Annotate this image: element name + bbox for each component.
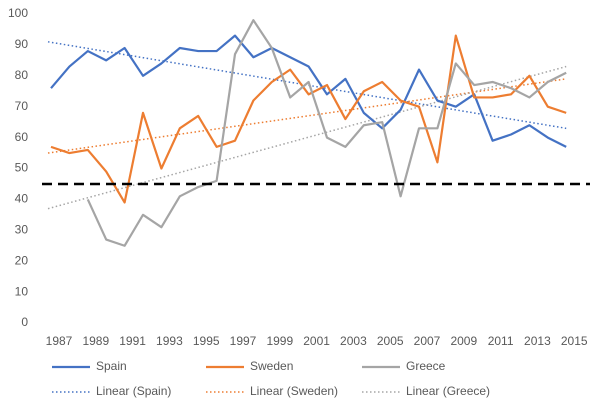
series-line — [50, 34, 567, 148]
x-tick-label: 1989 — [82, 334, 109, 348]
x-tick-label: 1993 — [156, 334, 183, 348]
x-tick-label: 2015 — [561, 334, 588, 348]
y-tick-label: 70 — [15, 99, 29, 113]
y-tick-label: 0 — [21, 315, 28, 329]
x-tick-label: 2005 — [377, 334, 404, 348]
legend-label: Greece — [406, 359, 446, 373]
trendline — [47, 78, 567, 154]
legend-label: Spain — [96, 359, 127, 373]
y-tick-label: 10 — [15, 284, 29, 298]
y-tick-label: 40 — [15, 192, 29, 206]
legend-label: Linear (Spain) — [96, 384, 171, 398]
y-tick-label: 80 — [15, 68, 29, 82]
x-tick-label: 1995 — [193, 334, 220, 348]
x-tick-label: 2011 — [488, 334, 514, 348]
trendline — [47, 65, 567, 210]
trendline — [47, 41, 567, 130]
y-tick-label: 60 — [15, 130, 29, 144]
y-tick-label: 90 — [15, 37, 29, 51]
x-tick-label: 2003 — [340, 334, 367, 348]
x-tick-label: 1999 — [266, 334, 293, 348]
series-line — [50, 34, 567, 204]
series-line — [86, 19, 567, 247]
x-tick-label: 1991 — [119, 334, 146, 348]
y-tick-label: 30 — [15, 222, 29, 236]
x-tick-label: 1987 — [46, 334, 73, 348]
y-tick-label: 50 — [15, 161, 29, 175]
legend-label: Sweden — [250, 359, 293, 373]
y-tick-label: 100 — [8, 6, 28, 20]
x-tick-label: 2013 — [524, 334, 551, 348]
x-tick-label: 2007 — [414, 334, 441, 348]
y-tick-label: 20 — [15, 253, 29, 267]
x-tick-label: 2001 — [303, 334, 330, 348]
legend-label: Linear (Sweden) — [250, 384, 338, 398]
legend-label: Linear (Greece) — [406, 384, 490, 398]
x-tick-label: 2009 — [450, 334, 477, 348]
x-tick-label: 1997 — [230, 334, 257, 348]
